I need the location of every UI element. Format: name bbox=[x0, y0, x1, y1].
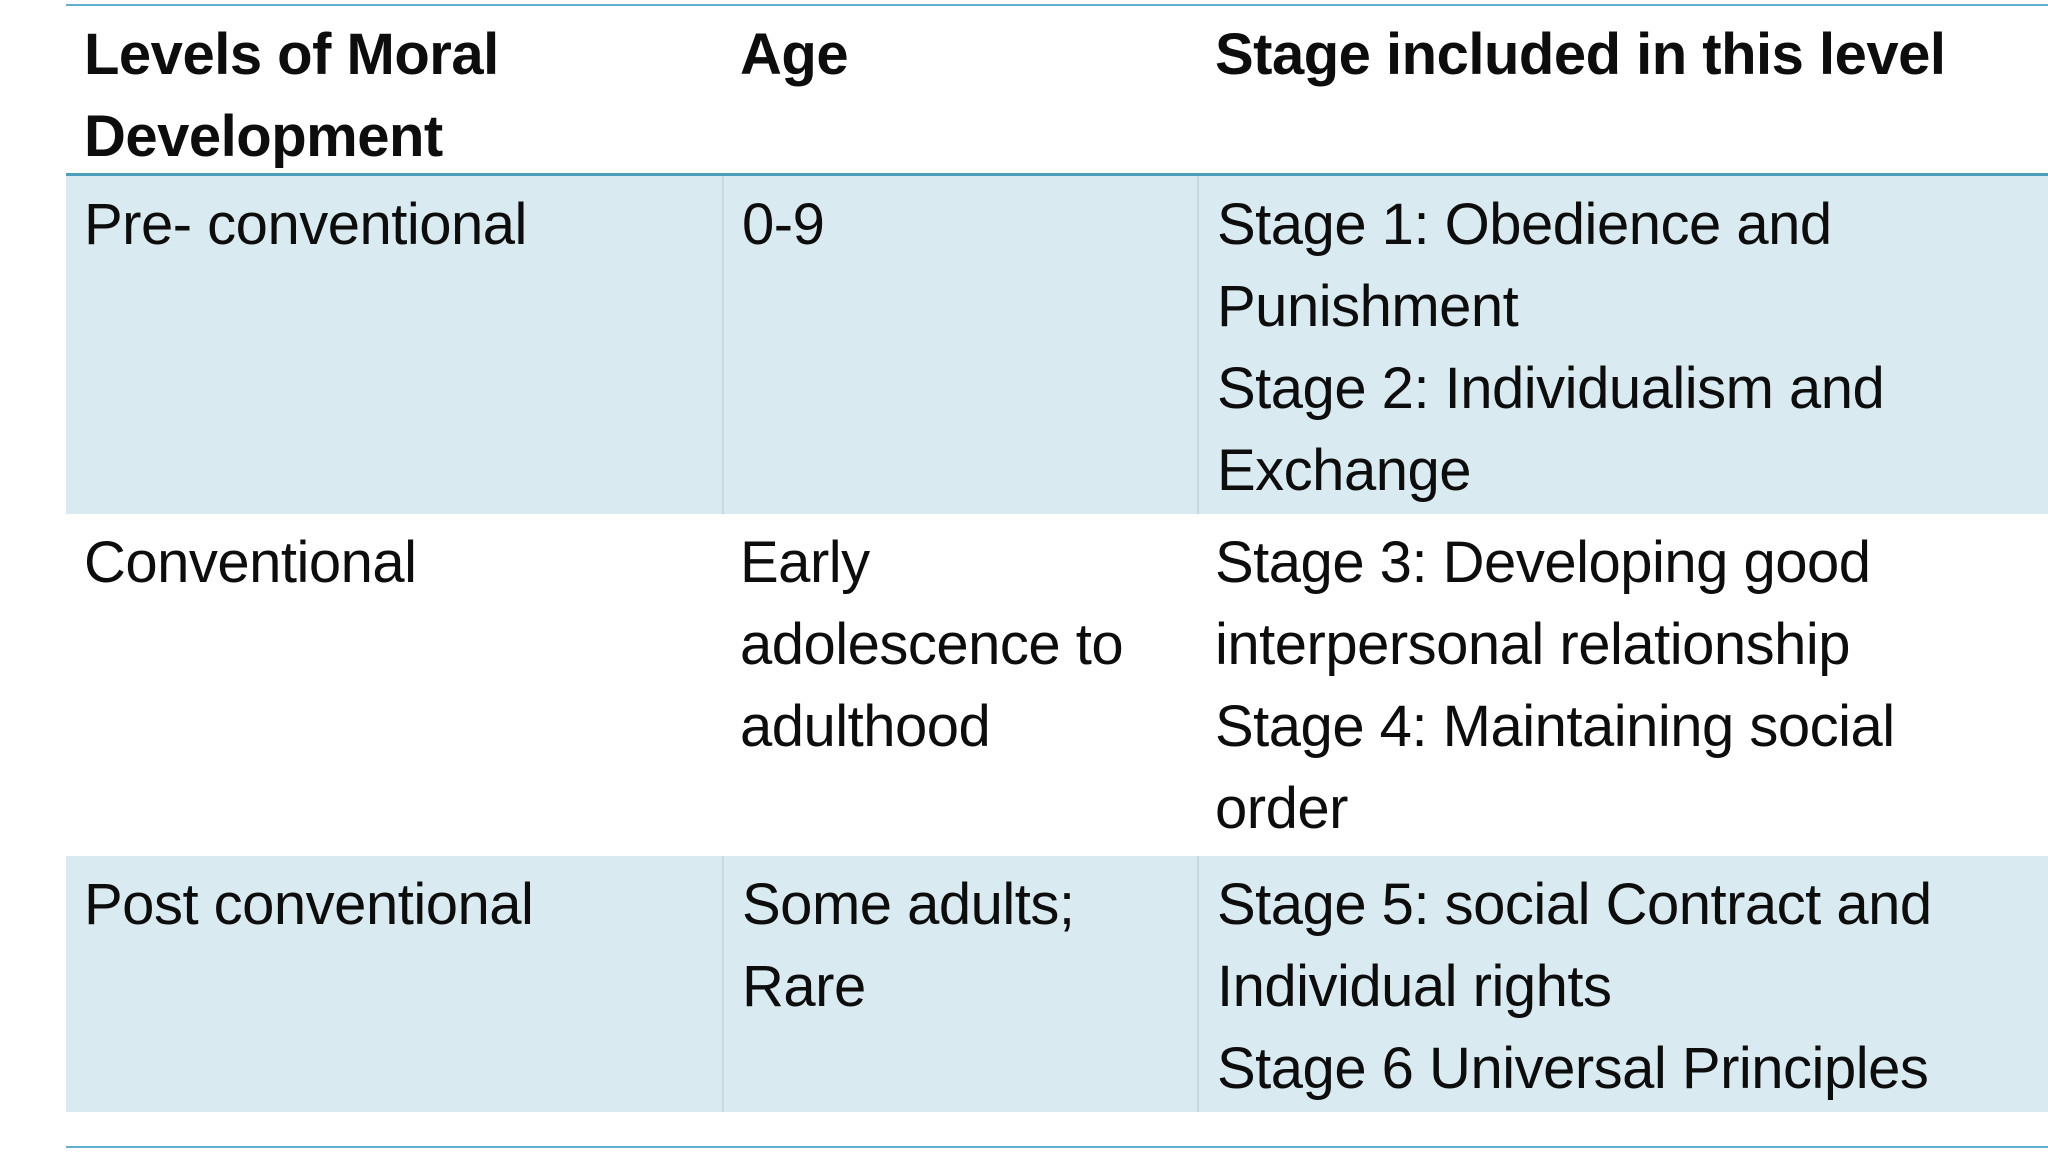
age-cell: Some adults; Rare bbox=[722, 856, 1197, 1112]
moral-development-table: Levels of Moral Development Age Stage in… bbox=[66, 4, 2048, 1148]
header-cell-levels: Levels of Moral Development bbox=[84, 22, 499, 169]
stage-entry: Stage 4: Maintaining social order bbox=[1215, 694, 1895, 841]
stages-cell: Stage 1: Obedience and Punishment Stage … bbox=[1197, 176, 2048, 514]
age-cell: Early adolescence to adulthood bbox=[740, 530, 1124, 759]
stages-cell: Stage 3: Developing good interpersonal r… bbox=[1197, 514, 2048, 856]
table-bottom-rule bbox=[66, 1146, 2048, 1148]
table-bottom-gap bbox=[66, 1112, 2048, 1146]
stage-entry: Stage 3: Developing good interpersonal r… bbox=[1215, 530, 1871, 677]
table-row: Pre- conventional 0-9 Stage 1: Obedience… bbox=[66, 176, 2048, 514]
stage-entry: Stage 6 Universal Principles bbox=[1217, 1036, 1929, 1101]
table-row: Post conventional Some adults; Rare Stag… bbox=[66, 856, 2048, 1112]
age-cell: 0-9 bbox=[722, 176, 1197, 514]
table-row: Conventional Early adolescence to adulth… bbox=[66, 514, 2048, 856]
stage-entry: Stage 1: Obedience and Punishment bbox=[1217, 192, 1832, 339]
level-cell: Pre- conventional bbox=[84, 192, 527, 257]
header-cell-stages: Stage included in this level bbox=[1215, 22, 1946, 87]
stage-entry: Stage 5: social Contract and Individual … bbox=[1217, 872, 1932, 1019]
table-header-row: Levels of Moral Development Age Stage in… bbox=[66, 6, 2048, 176]
level-cell: Post conventional bbox=[84, 872, 534, 937]
stages-cell: Stage 5: social Contract and Individual … bbox=[1197, 856, 2048, 1112]
stage-entry: Stage 2: Individualism and Exchange bbox=[1217, 356, 1885, 503]
level-cell: Conventional bbox=[84, 530, 417, 595]
header-cell-age: Age bbox=[740, 22, 849, 87]
